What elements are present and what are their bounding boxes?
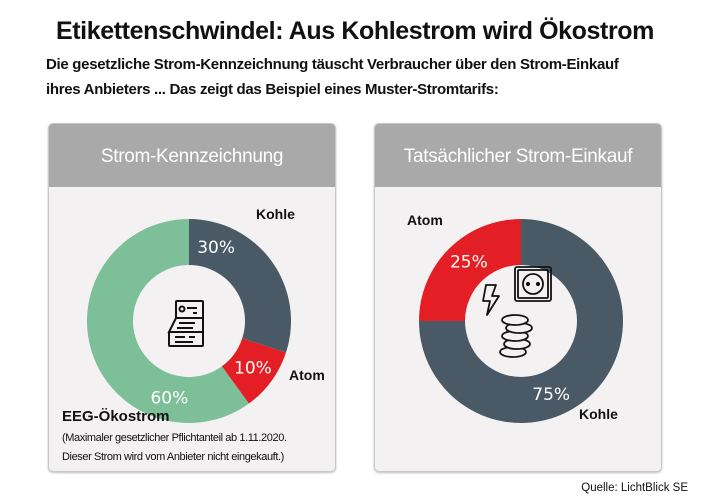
subtitle-line-2: ihres Anbieters ... Das zeigt das Beispi… [46, 81, 499, 98]
label-kohle: Kohle [579, 406, 618, 422]
donut-chart-einkauf: 75% 25% [419, 219, 623, 423]
document-label-icon [167, 300, 204, 347]
coins-icon [499, 314, 533, 358]
donut-slice-kohle [419, 219, 623, 423]
subtitle-line-1: Die gesetzliche Strom-Kennzeichnung täus… [46, 56, 619, 73]
donut-slice-eeg-ökostrom [87, 219, 249, 423]
power-socket-icon [514, 266, 552, 302]
donut-slice-atom [419, 219, 521, 321]
source-credit: Quelle: LichtBlick SE [581, 482, 688, 494]
note-line-2: Dieser Strom wird vom Anbieter nicht ein… [62, 451, 284, 463]
panel-tatsaechlicher-strom-einkauf: Tatsächlicher Strom-Einkauf 75% 25% Atom … [374, 123, 662, 472]
donut-slice-kohle [189, 219, 291, 353]
label-eeg-oekostrom: EEG-Ökostrom [62, 408, 170, 425]
data-label-atom: 25% [450, 253, 488, 273]
label-atom: Atom [407, 212, 443, 228]
panel-strom-kennzeichnung: Strom-Kennzeichnung 30% 10% 60% Kohle Atom… [48, 123, 336, 472]
data-label-kohle: 75% [532, 385, 570, 405]
label-kohle: Kohle [256, 206, 295, 222]
data-label-atom: 10% [234, 358, 272, 378]
data-label-eeg-ökostrom: 60% [150, 389, 188, 409]
data-label-kohle: 30% [197, 238, 235, 258]
page-title: Etikettenschwindel: Aus Kohlestrom wird … [55, 17, 655, 45]
donut-slice-atom [221, 338, 287, 404]
label-atom: Atom [289, 367, 325, 383]
donut-chart-kennzeichnung: 30% 10% 60% [87, 219, 291, 423]
note-line-1: (Maximaler gesetzlicher Pflichtanteil ab… [62, 432, 287, 444]
panel-title: Tatsächlicher Strom-Einkauf [375, 124, 661, 187]
lightning-icon [482, 284, 500, 316]
panel-title: Strom-Kennzeichnung [49, 124, 335, 187]
